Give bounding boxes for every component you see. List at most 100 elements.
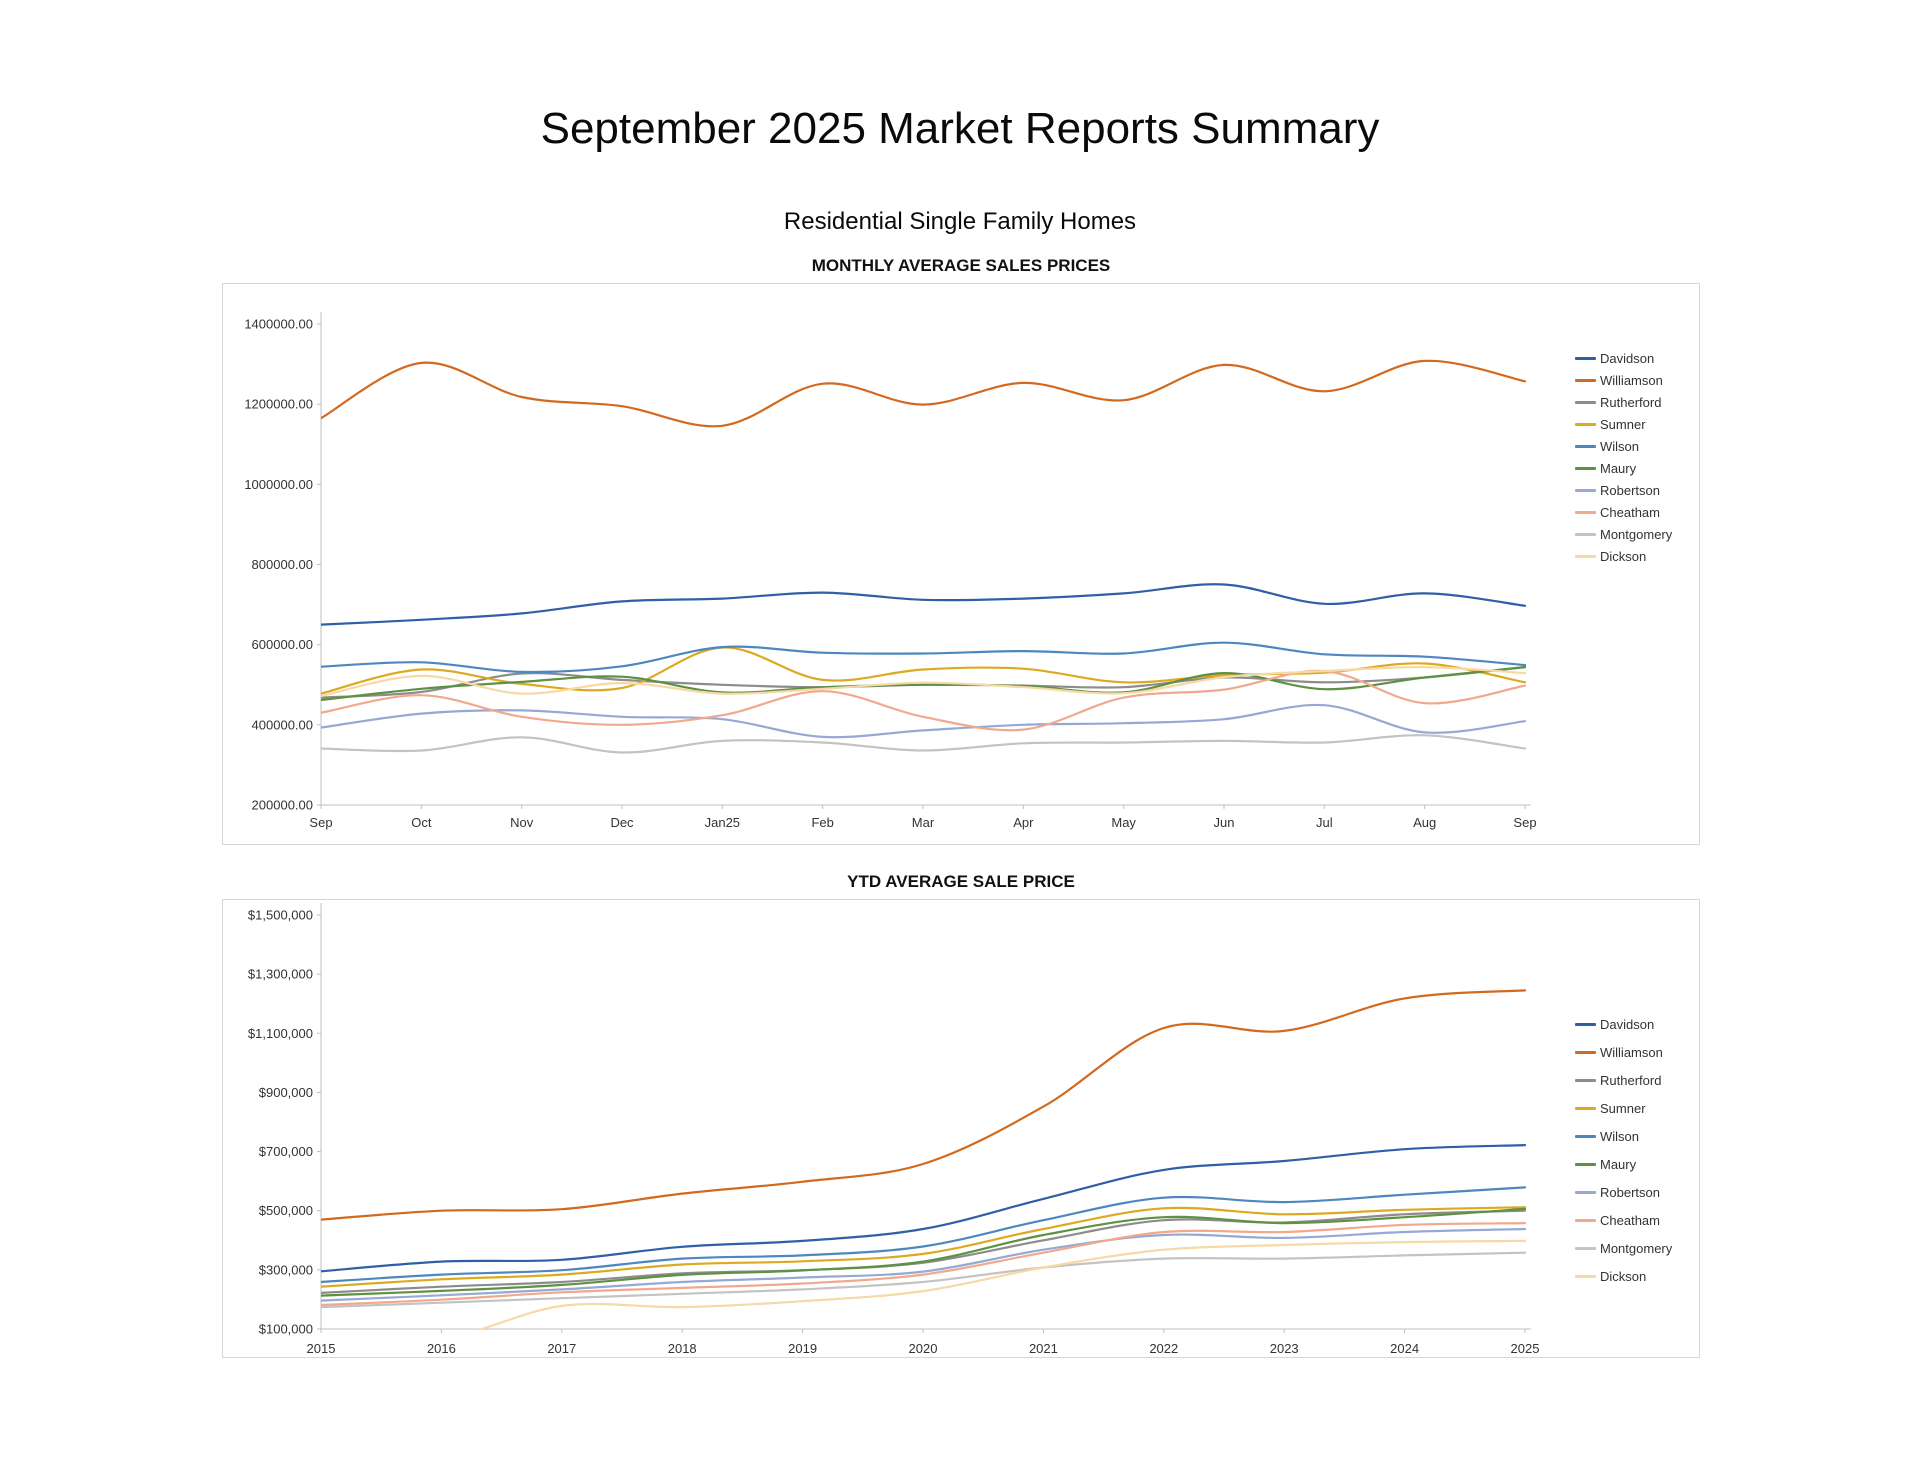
ytd-chart-block: YTD AVERAGE SALE PRICE $100,000 $300,000 $… <box>222 872 1700 1358</box>
legend-item-davidson: Davidson <box>1575 351 1699 366</box>
y-tick-label: 1200000.00 <box>244 397 313 412</box>
series-line-davidson <box>321 583 1527 626</box>
series-line-robertson <box>321 703 1527 739</box>
x-tick-label: Jun <box>1214 815 1235 830</box>
legend-swatch-robertson <box>1575 489 1596 492</box>
legend-label-williamson: Williamson <box>1600 1045 1663 1060</box>
monthly-chart-plot: 200000.00 400000.00 600000.00 800000.00 1000… <box>244 312 1537 830</box>
x-tick-label: 2025 <box>1511 1341 1540 1356</box>
series-line-sumner <box>321 646 1527 695</box>
y-tick-label: 800000.00 <box>252 557 313 572</box>
legend-swatch-cheatham <box>1575 511 1596 514</box>
y-tick-label: $1,300,000 <box>248 967 313 982</box>
series-group <box>321 989 1527 1329</box>
y-tick-label: 400000.00 <box>252 717 313 732</box>
series-line-davidson <box>321 1144 1527 1273</box>
legend-item-cheatham: Cheatham <box>1575 1213 1699 1228</box>
legend-item-wilson: Wilson <box>1575 1129 1699 1144</box>
x-tick-label: 2016 <box>427 1341 456 1356</box>
legend-item-sumner: Sumner <box>1575 1101 1699 1116</box>
legend-item-wilson: Wilson <box>1575 439 1699 454</box>
x-tick-label: 2022 <box>1149 1341 1178 1356</box>
legend-label-dickson: Dickson <box>1600 1269 1647 1284</box>
legend-item-williamson: Williamson <box>1575 1045 1699 1060</box>
series-group <box>321 359 1527 754</box>
x-tick-label: Mar <box>912 815 935 830</box>
x-tick-label: Sep <box>1513 815 1536 830</box>
x-tick-label: Apr <box>1013 815 1034 830</box>
series-line-maury <box>321 666 1527 702</box>
x-tick-label: 2024 <box>1390 1341 1419 1356</box>
legend-label-dickson: Dickson <box>1600 549 1647 564</box>
legend-swatch-cheatham <box>1575 1219 1596 1222</box>
y-tick-label: $700,000 <box>259 1144 313 1159</box>
x-tick-label: 2019 <box>788 1341 817 1356</box>
legend-item-montgomery: Montgomery <box>1575 1241 1699 1256</box>
series-line-wilson <box>321 641 1527 674</box>
series-line-williamson <box>321 359 1527 428</box>
series-line-robertson <box>321 1227 1527 1302</box>
series-line-rutherford <box>321 1209 1527 1294</box>
x-tick-label: 2017 <box>547 1341 576 1356</box>
legend-swatch-davidson <box>1575 1023 1596 1026</box>
y-tick-label: $100,000 <box>259 1322 313 1337</box>
series-line-cheatham <box>321 1222 1527 1307</box>
y-tick-label: $1,500,000 <box>248 908 313 923</box>
monthly-chart-frame: 200000.00 400000.00 600000.00 800000.00 1000… <box>222 283 1700 845</box>
monthly-chart-block: MONTHLY AVERAGE SALES PRICES 200000.00 40… <box>222 256 1700 845</box>
x-tick-label: Oct <box>411 815 432 830</box>
series-line-dickson <box>321 665 1527 698</box>
legend-item-dickson: Dickson <box>1575 549 1699 564</box>
legend-item-montgomery: Montgomery <box>1575 527 1699 542</box>
legend-swatch-maury <box>1575 1163 1596 1166</box>
legend-swatch-rutherford <box>1575 1079 1596 1082</box>
ytd-chart-frame: $100,000 $300,000 $500,000 $700,000 $900,000… <box>222 899 1700 1358</box>
legend-label-montgomery: Montgomery <box>1600 527 1673 542</box>
legend-swatch-williamson <box>1575 1051 1596 1054</box>
legend-swatch-rutherford <box>1575 401 1596 404</box>
legend-label-williamson: Williamson <box>1600 373 1663 388</box>
legend-swatch-wilson <box>1575 445 1596 448</box>
legend-label-rutherford: Rutherford <box>1600 1073 1662 1088</box>
legend-item-williamson: Williamson <box>1575 373 1699 388</box>
legend-item-robertson: Robertson <box>1575 483 1699 498</box>
y-tick-label: 1000000.00 <box>244 477 313 492</box>
legend-label-davidson: Davidson <box>1600 1017 1655 1032</box>
legend-swatch-dickson <box>1575 1275 1596 1278</box>
legend-item-sumner: Sumner <box>1575 417 1699 432</box>
legend-swatch-davidson <box>1575 357 1596 360</box>
y-tick-label: 200000.00 <box>252 798 313 813</box>
x-tick-label: 2021 <box>1029 1341 1058 1356</box>
x-tick-label: Jan25 <box>705 815 740 830</box>
legend-item-robertson: Robertson <box>1575 1185 1699 1200</box>
y-tick-label: $1,100,000 <box>248 1026 313 1041</box>
legend-label-cheatham: Cheatham <box>1600 1213 1660 1228</box>
x-tick-label: Aug <box>1413 815 1436 830</box>
y-tick-label: 1400000.00 <box>244 317 313 332</box>
x-tick-label: May <box>1111 815 1136 830</box>
x-tick-label: Nov <box>510 815 534 830</box>
legend-label-sumner: Sumner <box>1600 417 1646 432</box>
series-line-montgomery <box>321 734 1527 754</box>
x-tick-label: Jul <box>1316 815 1333 830</box>
legend-label-davidson: Davidson <box>1600 351 1655 366</box>
legend-item-maury: Maury <box>1575 1157 1699 1172</box>
legend-item-rutherford: Rutherford <box>1575 1073 1699 1088</box>
y-tick-label: $900,000 <box>259 1085 313 1100</box>
x-tick-label: Sep <box>309 815 332 830</box>
legend-swatch-montgomery <box>1575 533 1596 536</box>
legend-label-wilson: Wilson <box>1600 439 1640 454</box>
legend-label-montgomery: Montgomery <box>1600 1241 1673 1256</box>
monthly-chart-title: MONTHLY AVERAGE SALES PRICES <box>811 256 1111 275</box>
x-tick-label: Dec <box>610 815 634 830</box>
legend-item-davidson: Davidson <box>1575 1017 1699 1032</box>
x-tick-label: 2018 <box>668 1341 697 1356</box>
legend-swatch-wilson <box>1575 1135 1596 1138</box>
y-tick-label: $300,000 <box>259 1262 313 1277</box>
x-tick-label: 2015 <box>307 1341 336 1356</box>
legend-label-rutherford: Rutherford <box>1600 395 1662 410</box>
legend-swatch-montgomery <box>1575 1247 1596 1250</box>
y-tick-label: 600000.00 <box>252 637 313 652</box>
legend-swatch-dickson <box>1575 555 1596 558</box>
legend-label-maury: Maury <box>1600 1157 1637 1172</box>
